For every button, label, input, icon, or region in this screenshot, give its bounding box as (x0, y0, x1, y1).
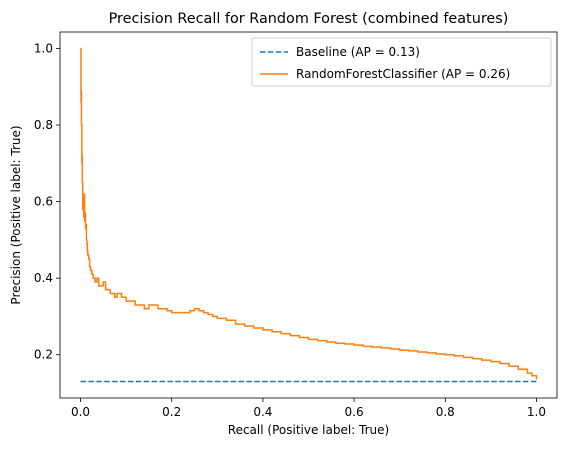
x-tick-label: 0.8 (436, 405, 455, 419)
legend-label: Baseline (AP = 0.13) (296, 45, 420, 59)
x-tick-label: 0.0 (71, 405, 90, 419)
x-tick-label: 0.6 (345, 405, 364, 419)
y-tick-label: 0.2 (34, 348, 53, 362)
x-tick-label: 0.4 (253, 405, 272, 419)
y-axis-label: Precision (Positive label: True) (9, 125, 23, 304)
legend: Baseline (AP = 0.13) RandomForestClassifi… (251, 37, 552, 87)
x-tick-label: 0.2 (162, 405, 181, 419)
x-axis-ticks: 0.0 0.2 0.4 0.6 0.8 1.0 (71, 398, 546, 419)
legend-box (251, 37, 552, 87)
x-tick-label: 1.0 (527, 405, 546, 419)
plot-frame (59, 31, 558, 399)
y-axis-ticks: 0.2 0.4 0.6 0.8 1.0 (34, 41, 60, 362)
series-group (80, 47, 538, 383)
y-tick-label: 1.0 (34, 41, 53, 55)
y-tick-label: 0.8 (34, 118, 53, 132)
random-forest-series-line (80, 47, 538, 380)
y-tick-label: 0.4 (34, 271, 53, 285)
y-tick-label: 0.6 (34, 195, 53, 209)
legend-label: RandomForestClassifier (AP = 0.26) (296, 67, 510, 81)
chart-title: Precision Recall for Random Forest (comb… (109, 11, 509, 27)
x-axis-label: Recall (Positive label: True) (228, 423, 389, 437)
